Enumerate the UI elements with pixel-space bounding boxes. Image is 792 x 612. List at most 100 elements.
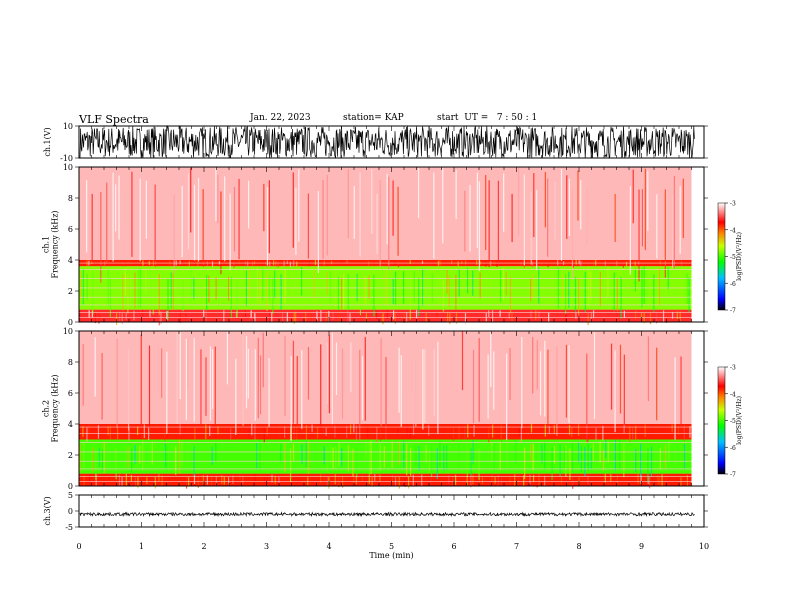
- band-0-texture: [575, 312, 577, 319]
- band-0-texture: [661, 473, 663, 487]
- band-1-texture: [592, 443, 594, 462]
- band-3-texture: [100, 191, 102, 283]
- band-2-texture: [137, 426, 139, 436]
- band-0-texture: [565, 312, 567, 322]
- band-1-texture: [425, 445, 427, 463]
- band-3-texture: [461, 331, 464, 391]
- band-3-texture: [326, 175, 328, 256]
- band-0-texture: [518, 475, 520, 483]
- band-1-texture: [455, 274, 457, 310]
- band-3-texture: [208, 180, 210, 229]
- band-2-texture: [421, 260, 424, 265]
- band-2-texture: [311, 424, 313, 433]
- band-3-texture: [211, 349, 214, 409]
- band-0-texture: [133, 310, 135, 321]
- band-1-texture: [530, 444, 532, 463]
- band-0-texture: [566, 476, 568, 485]
- band-3-texture: [464, 190, 466, 252]
- band-0-texture: [412, 474, 414, 487]
- band-1-texture: [541, 443, 543, 464]
- band-3-texture: [641, 189, 644, 247]
- y-tick-label: 10: [63, 163, 73, 172]
- band-2-texture: [109, 425, 112, 440]
- band-2-texture: [634, 261, 636, 267]
- band-2-texture: [622, 261, 625, 268]
- band-2-texture: [266, 427, 268, 436]
- band-1-texture: [211, 447, 213, 465]
- band-0-texture: [393, 310, 395, 320]
- band-3-texture: [556, 346, 558, 436]
- band-2-texture: [305, 424, 308, 440]
- panel-4: 5 0 -5 ch.3(V) 0 1 2 3 4 5 6 7 8 9 10 Time (min): [43, 491, 709, 560]
- band-3-texture: [532, 337, 534, 394]
- band-2-texture: [451, 260, 453, 265]
- band-1-texture: [284, 442, 286, 472]
- band-2-texture: [575, 260, 577, 265]
- band-0-texture: [376, 311, 378, 320]
- band-1-texture: [479, 272, 481, 299]
- band-3-texture: [179, 331, 181, 400]
- band-1-texture: [292, 443, 295, 462]
- band-0-texture: [499, 310, 501, 317]
- y-tick-label: 4: [68, 256, 73, 265]
- band-1-texture: [410, 448, 412, 476]
- band-0-texture: [244, 310, 247, 318]
- signal-trace: [79, 124, 695, 159]
- band-1-texture: [532, 273, 534, 298]
- band-1-texture: [565, 273, 567, 314]
- band-2-texture: [316, 427, 319, 439]
- band-2-texture: [283, 260, 285, 267]
- band-2-texture: [314, 260, 317, 265]
- band-1-texture: [658, 268, 661, 306]
- band-3-texture: [154, 184, 156, 262]
- band-1-texture: [634, 268, 636, 292]
- band-0-texture: [662, 310, 665, 323]
- band-0-texture: [271, 474, 273, 483]
- band-2-texture: [458, 426, 460, 439]
- band-1-texture: [458, 444, 460, 470]
- band-2-texture: [217, 426, 219, 435]
- band-3-texture: [517, 167, 520, 236]
- band-0-texture: [448, 475, 450, 484]
- band-1-texture: [92, 447, 94, 472]
- band-1-texture: [122, 274, 124, 311]
- band-3-texture: [161, 348, 163, 398]
- colorbar-tick-label: -3: [730, 201, 736, 208]
- band-2-texture: [346, 426, 348, 438]
- band-3-texture: [410, 341, 412, 395]
- band-1-texture: [392, 278, 394, 305]
- y-tick-label: 8: [68, 358, 73, 367]
- band-1-texture: [398, 441, 401, 465]
- band-1-texture: [551, 447, 553, 480]
- band-1-texture: [80, 271, 82, 300]
- band-1-texture: [616, 278, 618, 311]
- colorbar: -3 -4 -5 -6 -7 log(PSD)(V²/Hz): [717, 365, 743, 479]
- band-3-texture: [577, 170, 579, 221]
- band-3-texture: [568, 178, 570, 237]
- band-1-texture: [584, 271, 586, 312]
- band-0-texture: [649, 312, 652, 325]
- band-3-texture: [536, 189, 538, 271]
- band-1-texture: [571, 442, 574, 472]
- band-0-texture: [572, 476, 574, 489]
- band-3-texture: [485, 175, 487, 250]
- band-1-texture: [341, 448, 343, 467]
- band-1: [79, 439, 692, 474]
- band-2-texture: [428, 425, 430, 436]
- band-2-texture: [604, 261, 606, 267]
- band-0-texture: [142, 309, 144, 317]
- band-1-texture: [274, 270, 276, 299]
- band-1-texture: [359, 276, 362, 316]
- band-1-texture: [289, 448, 292, 483]
- band-2-texture: [532, 261, 534, 268]
- y-tick-label: 0: [68, 507, 73, 516]
- band-0-texture: [571, 310, 573, 319]
- band-0-texture: [185, 311, 187, 320]
- band-2-texture: [476, 260, 478, 265]
- band-2-texture: [392, 261, 394, 266]
- band-0-texture: [455, 312, 458, 324]
- band-3-texture: [238, 178, 240, 260]
- spectrogram-ch1: [79, 167, 692, 326]
- band-1-texture: [409, 278, 411, 320]
- band-3-texture: [214, 346, 216, 438]
